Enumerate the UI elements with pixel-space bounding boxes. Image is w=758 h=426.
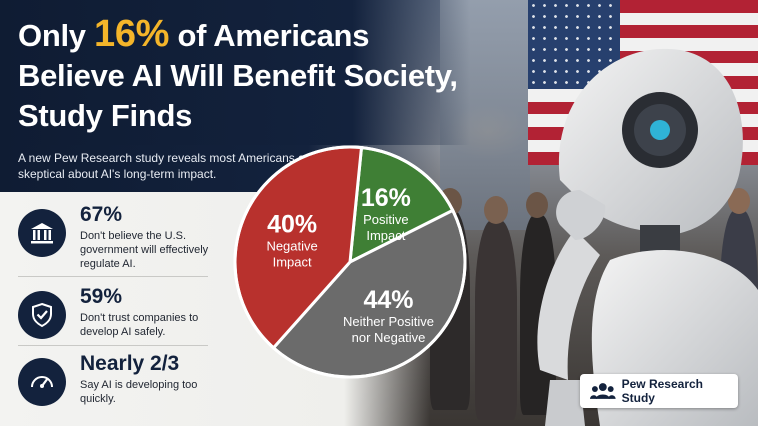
stat-speed: Nearly 2/3 Say AI is developing too quic… — [18, 352, 213, 422]
shield-check-icon — [18, 291, 66, 339]
stat-description: Say AI is developing too quickly. — [80, 379, 198, 405]
stat-regulation: 67% Don't believe the U.S. government wi… — [18, 203, 213, 273]
pie-category-label: Neither Positive — [343, 314, 434, 329]
opinion-pie-chart: 40%NegativeImpact16%PositiveImpact44%Nei… — [233, 145, 467, 379]
speedometer-icon — [18, 358, 66, 406]
pie-category-label: Impact — [273, 255, 312, 270]
subtitle: A new Pew Research study reveals most Am… — [18, 151, 316, 181]
pie-outline — [233, 145, 467, 379]
source-badge: Pew Research Study — [580, 374, 738, 408]
divider — [18, 345, 208, 346]
people-icon — [590, 383, 616, 399]
headline-highlight: 16% — [94, 13, 170, 55]
pie-category-label: Positive — [363, 212, 409, 227]
header-background — [0, 0, 470, 145]
stat-value: 67% — [80, 203, 123, 226]
pie-category-label: Impact — [366, 228, 405, 243]
pie-category-label: nor Negative — [352, 330, 426, 345]
crowd — [420, 180, 758, 426]
pie-value-label: 40% — [267, 211, 317, 239]
government-building-icon — [18, 209, 66, 257]
pie-value-label: 44% — [363, 286, 413, 314]
stat-description: Don't trust companies to develop AI safe… — [80, 312, 199, 338]
robot-figure — [537, 48, 758, 426]
stat-trust: 59% Don't trust companies to develop AI … — [18, 285, 213, 355]
stat-value: 59% — [80, 285, 123, 308]
divider — [18, 276, 208, 277]
source-badge-label: Pew Research Study — [621, 377, 704, 405]
stat-value: Nearly 2/3 — [80, 352, 180, 375]
stat-description: Don't believe the U.S. government will e… — [80, 230, 209, 270]
pie-value-label: 16% — [361, 184, 411, 212]
headline-prefix: Only — [18, 18, 95, 53]
headline: Only 16% of Americans Believe AI Will Be… — [18, 14, 478, 136]
headline-rest: of Americans Believe AI Will Benefit Soc… — [18, 18, 458, 133]
pie-category-label: Negative — [266, 239, 317, 254]
